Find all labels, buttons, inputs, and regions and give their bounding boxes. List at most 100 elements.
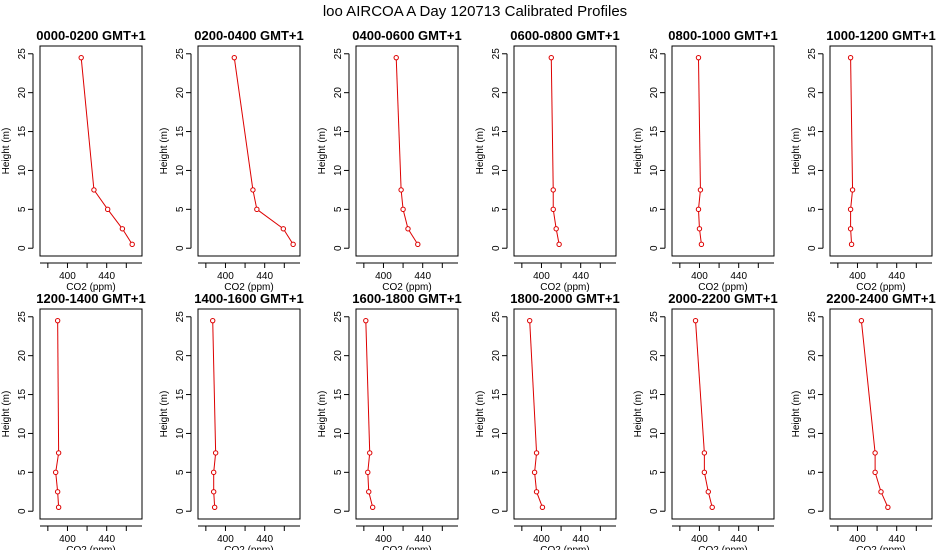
y-tick-label: 0 — [649, 508, 660, 514]
series-segment — [407, 228, 419, 245]
x-tick-label: 440 — [572, 271, 589, 282]
y-tick-label: 5 — [649, 469, 660, 475]
y-tick-label: 25 — [175, 48, 186, 60]
data-point — [400, 206, 406, 213]
data-point — [129, 241, 135, 248]
y-tick-label: 25 — [17, 311, 28, 323]
series-segment — [850, 189, 854, 210]
x-axis-label: CO2 (ppm) — [540, 545, 589, 550]
x-axis-label: CO2 (ppm) — [66, 545, 115, 550]
plot-frame — [829, 45, 933, 257]
y-axis-label: Height (m) — [1, 391, 12, 438]
data-point — [705, 489, 711, 495]
x-axis-label: CO2 (ppm) — [540, 282, 589, 293]
series-segment — [282, 228, 294, 245]
series-segment — [534, 452, 538, 473]
data-point — [847, 206, 854, 213]
data-point — [701, 469, 708, 476]
series-segment — [703, 472, 709, 492]
series-segment — [121, 228, 133, 245]
x-axis-label: CO2 (ppm) — [856, 545, 905, 550]
x-tick-label: 440 — [98, 271, 115, 282]
y-tick-label: 0 — [807, 245, 818, 251]
y-tick-label: 10 — [333, 164, 344, 176]
x-axis-label: CO2 (ppm) — [224, 282, 273, 293]
y-tick-label: 15 — [491, 389, 502, 401]
panel-7: 1200-1400 GMT+1 0 5 10 15 20 25 Height (m) 400 44… — [1, 291, 146, 550]
plot-frame — [513, 45, 617, 257]
series-segment — [233, 57, 254, 190]
x-tick-label: 440 — [256, 534, 273, 545]
data-point — [695, 54, 702, 61]
data-point — [885, 504, 891, 511]
y-axis-label: Height (m) — [475, 391, 486, 438]
series-segment — [367, 452, 371, 473]
y-tick-label: 0 — [175, 245, 186, 251]
data-point — [212, 450, 219, 456]
y-tick-label: 25 — [333, 311, 344, 323]
panel-title: 0000-0200 GMT+1 — [36, 28, 145, 43]
y-tick-label: 25 — [491, 311, 502, 323]
panel-title: 2200-2400 GMT+1 — [826, 291, 935, 306]
data-point — [526, 317, 533, 324]
x-tick-label: 400 — [59, 271, 76, 282]
x-tick-label: 440 — [414, 271, 431, 282]
y-tick-label: 0 — [333, 508, 344, 514]
plot-frame — [39, 308, 143, 520]
y-tick-label: 20 — [175, 350, 186, 362]
panel-title: 0800-1000 GMT+1 — [668, 28, 777, 43]
panel-1: 0000-0200 GMT+1 0 5 10 15 20 25 Height (m) 400 44… — [1, 28, 146, 293]
y-tick-label: 5 — [807, 206, 818, 212]
y-tick-label: 15 — [491, 126, 502, 138]
y-tick-label: 15 — [807, 126, 818, 138]
data-point — [697, 187, 704, 193]
series-segment — [695, 320, 705, 453]
data-point — [54, 489, 61, 495]
y-axis-label: Height (m) — [633, 391, 644, 438]
data-point — [250, 187, 256, 193]
y-tick-label: 15 — [649, 389, 660, 401]
data-point — [531, 469, 538, 476]
series-segment — [367, 472, 370, 492]
data-point — [367, 450, 373, 456]
y-tick-label: 15 — [175, 389, 186, 401]
y-tick-label: 10 — [807, 164, 818, 176]
y-tick-label: 20 — [649, 350, 660, 362]
y-tick-label: 5 — [333, 206, 344, 212]
y-tick-label: 0 — [175, 508, 186, 514]
plot-frame — [355, 308, 459, 520]
y-tick-label: 10 — [333, 427, 344, 439]
data-point — [52, 469, 59, 476]
y-tick-label: 20 — [491, 87, 502, 99]
x-tick-label: 400 — [691, 271, 708, 282]
y-tick-label: 10 — [17, 427, 28, 439]
y-tick-label: 5 — [649, 206, 660, 212]
figure-title: loo AIRCOA A Day 120713 Calibrated Profi… — [323, 3, 627, 20]
panel-title: 0400-0600 GMT+1 — [352, 28, 461, 43]
panel-title: 2000-2200 GMT+1 — [668, 291, 777, 306]
data-point — [55, 504, 62, 511]
data-point — [698, 241, 705, 248]
data-point — [556, 241, 562, 248]
series-segment — [550, 57, 554, 190]
series-segment — [860, 320, 876, 453]
series-segment — [107, 209, 123, 230]
x-tick-label: 440 — [256, 271, 273, 282]
y-tick-label: 20 — [491, 350, 502, 362]
data-point — [290, 241, 296, 248]
x-tick-label: 440 — [888, 534, 905, 545]
plot-frame — [197, 308, 301, 520]
plot-frame — [513, 308, 617, 520]
y-tick-label: 15 — [807, 389, 818, 401]
series-segment — [57, 320, 60, 453]
data-point — [848, 241, 855, 248]
y-tick-label: 0 — [491, 245, 502, 251]
x-axis-label: CO2 (ppm) — [66, 282, 115, 293]
y-tick-label: 20 — [333, 87, 344, 99]
plot-frame — [39, 45, 143, 257]
data-point — [78, 54, 84, 61]
panel-grid: 0000-0200 GMT+1 0 5 10 15 20 25 Height (m) 400 44… — [1, 28, 936, 550]
plot-frame — [355, 45, 459, 257]
y-tick-label: 10 — [175, 164, 186, 176]
panel-5: 0800-1000 GMT+1 0 5 10 15 20 25 Height (m) 400 44… — [633, 28, 778, 293]
